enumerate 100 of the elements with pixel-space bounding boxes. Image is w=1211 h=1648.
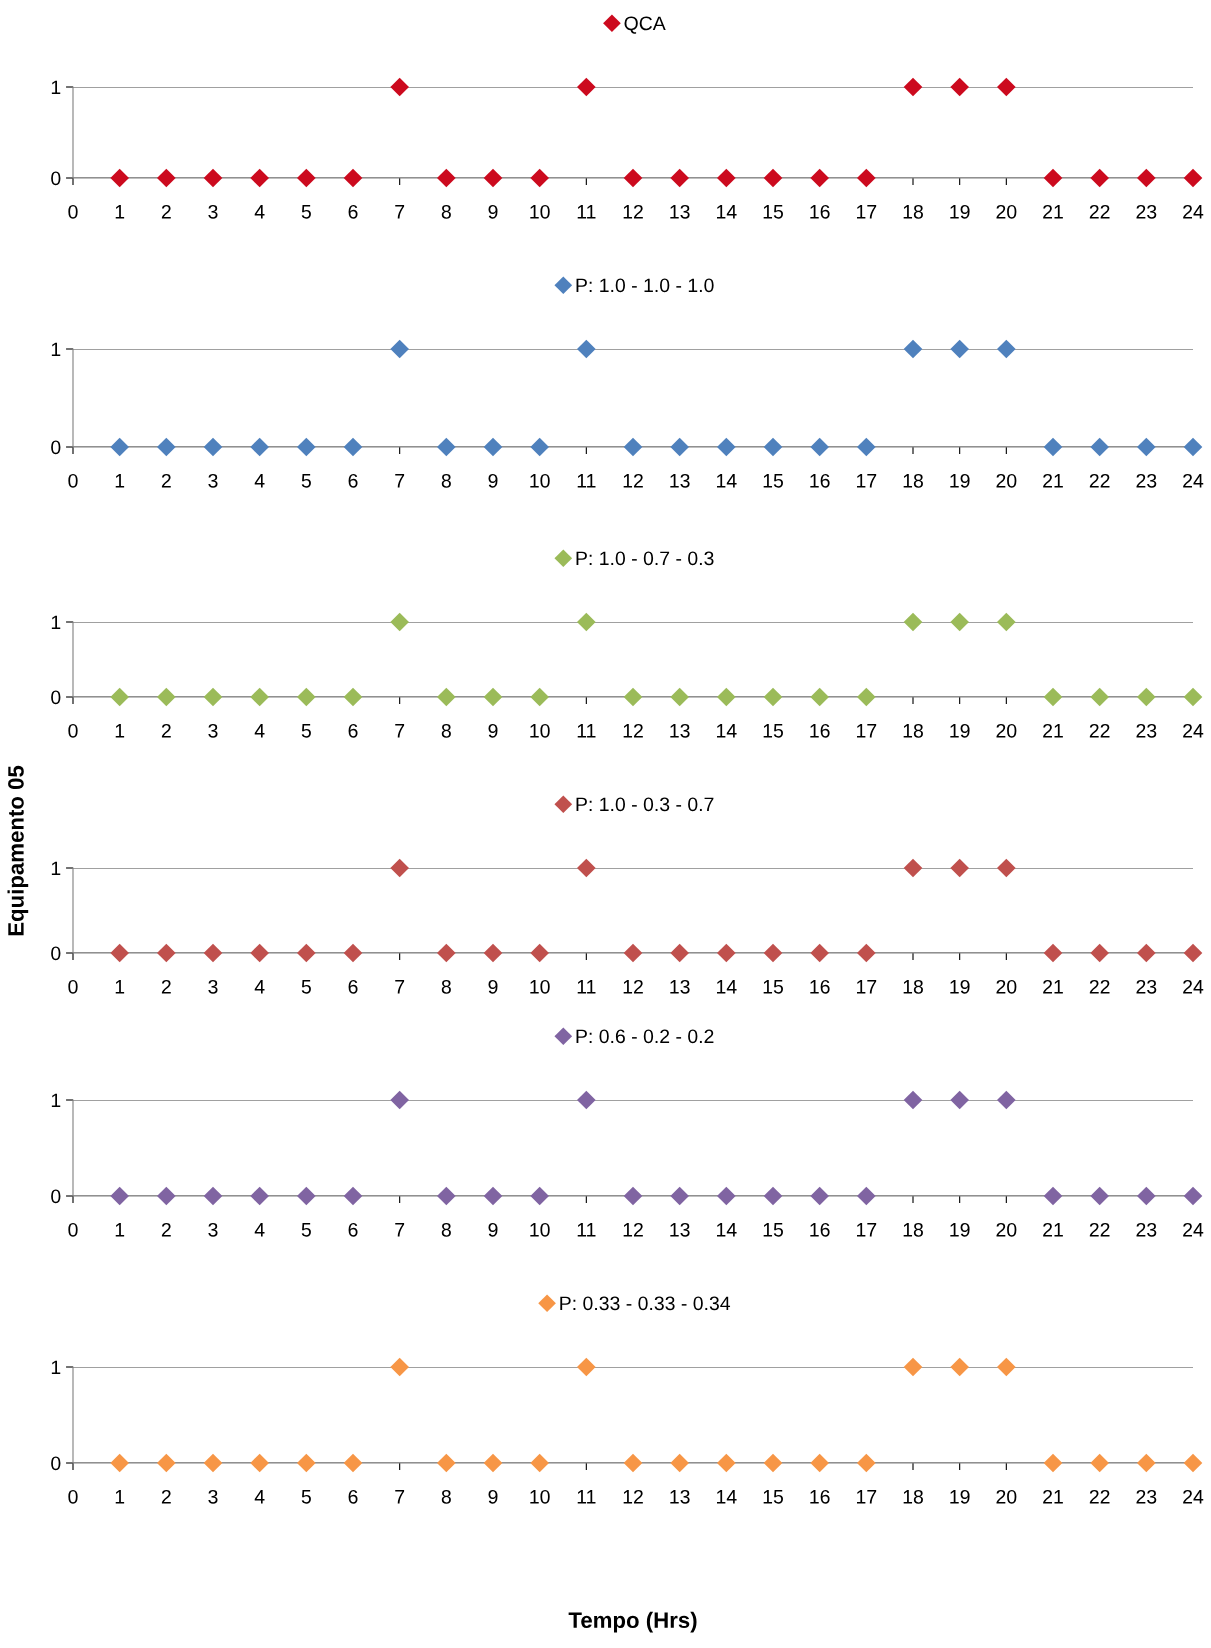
x-tick-label: 3 <box>208 473 218 488</box>
x-tick-label: 15 <box>763 474 783 488</box>
x-tick-label: 10 <box>530 1489 550 1504</box>
x-tick-label: 13 <box>670 473 690 488</box>
x-tick-label: 8 <box>441 1222 451 1237</box>
x-tick-label: 2 <box>161 473 171 488</box>
x-tick-label: 8 <box>441 979 451 994</box>
x-tick-label: 5 <box>301 1490 311 1504</box>
x-tick-label: 16 <box>810 979 830 994</box>
x-tick-label: 12 <box>623 1222 643 1237</box>
x-tick-label: 8 <box>441 1489 451 1504</box>
x-tick-label: 20 <box>996 1489 1017 1504</box>
x-tick-label: 9 <box>488 723 498 738</box>
x-tick-label: 17 <box>857 474 877 488</box>
legend-label: P: 0.33 - 0.33 - 0.34 <box>560 1296 731 1311</box>
x-tick-label: 3 <box>208 979 218 994</box>
y-tick-label: 1 <box>51 342 61 357</box>
x-tick-label: 13 <box>670 1222 690 1237</box>
x-tick-label: 6 <box>348 473 358 488</box>
x-tick-label: 12 <box>623 979 643 994</box>
x-tick-label: 3 <box>208 723 218 738</box>
x-tick-label: 12 <box>623 473 643 488</box>
x-tick-label: 4 <box>254 980 265 994</box>
y-tick-label: 0 <box>51 1189 61 1204</box>
x-tick-label: 6 <box>348 723 358 738</box>
x-tick-label: 15 <box>763 980 783 994</box>
x-tick-label: 3 <box>208 204 218 219</box>
x-tick-label: 0 <box>68 1489 78 1504</box>
x-tick-label: 4 <box>254 205 265 219</box>
x-tick-label: 2 <box>161 979 171 994</box>
x-tick-label: 1 <box>115 980 125 994</box>
x-tick-label: 5 <box>301 724 311 738</box>
x-tick-label: 22 <box>1089 204 1110 219</box>
x-tick-label: 11 <box>577 1490 596 1504</box>
x-tick-label: 10 <box>530 723 550 738</box>
x-tick-label: 22 <box>1089 1489 1110 1504</box>
x-tick-label: 11 <box>577 1223 596 1237</box>
x-tick-label: 18 <box>903 1489 923 1504</box>
x-tick-label: 10 <box>530 979 550 994</box>
x-tick-label: 21 <box>1043 473 1063 488</box>
x-tick-label: 4 <box>254 1490 265 1504</box>
x-tick-label: 7 <box>395 474 405 488</box>
x-tick-label: 15 <box>763 1490 783 1504</box>
x-tick-label: 22 <box>1089 473 1110 488</box>
legend-label: P: 1.0 - 0.3 - 0.7 <box>576 797 714 812</box>
x-tick-label: 11 <box>577 205 596 219</box>
legend-label: P: 0.6 - 0.2 - 0.2 <box>576 1029 714 1044</box>
x-tick-label: 13 <box>670 1489 690 1504</box>
x-tick-label: 4 <box>254 724 265 738</box>
x-tick-label: 20 <box>996 473 1017 488</box>
x-tick-label: 19 <box>950 473 970 488</box>
legend-label: P: 1.0 - 1.0 - 1.0 <box>576 278 714 293</box>
x-tick-label: 17 <box>857 980 877 994</box>
x-tick-label: 10 <box>530 473 550 488</box>
x-tick-label: 23 <box>1136 1222 1157 1237</box>
x-tick-label: 9 <box>488 1489 498 1504</box>
x-tick-label: 12 <box>623 723 643 738</box>
x-tick-label: 19 <box>950 979 970 994</box>
x-tick-label: 15 <box>763 1223 783 1237</box>
x-tick-label: 22 <box>1089 979 1110 994</box>
legend-label: P: 1.0 - 0.7 - 0.3 <box>576 551 714 566</box>
x-axis-title: Tempo (Hrs) <box>568 1611 697 1633</box>
x-tick-label: 8 <box>441 473 451 488</box>
x-tick-label: 24 <box>1183 473 1204 488</box>
x-tick-label: 1 <box>115 205 125 219</box>
x-tick-label: 17 <box>857 205 877 219</box>
x-tick-label: 24 <box>1183 204 1204 219</box>
y-tick-label: 0 <box>51 690 61 705</box>
x-tick-label: 20 <box>996 204 1017 219</box>
x-tick-label: 19 <box>950 1489 970 1504</box>
x-tick-label: 5 <box>301 205 311 219</box>
x-tick-label: 14 <box>717 1223 737 1237</box>
x-tick-label: 10 <box>530 204 550 219</box>
x-tick-label: 21 <box>1043 1222 1063 1237</box>
x-tick-label: 7 <box>395 724 405 738</box>
x-tick-label: 5 <box>301 474 311 488</box>
legend-label: QCA <box>624 16 666 34</box>
x-tick-label: 1 <box>115 1223 125 1237</box>
x-tick-label: 1 <box>115 1490 125 1504</box>
x-tick-label: 13 <box>670 723 690 738</box>
x-tick-label: 0 <box>68 473 78 488</box>
x-tick-label: 23 <box>1136 723 1157 738</box>
x-tick-label: 7 <box>395 1223 405 1237</box>
x-tick-label: 2 <box>161 1222 171 1237</box>
x-tick-label: 8 <box>441 204 451 219</box>
x-tick-label: 14 <box>717 1490 737 1504</box>
x-tick-label: 24 <box>1183 1489 1204 1504</box>
x-tick-label: 17 <box>857 1490 877 1504</box>
x-tick-label: 9 <box>488 1222 498 1237</box>
x-tick-label: 21 <box>1043 1489 1063 1504</box>
x-tick-label: 24 <box>1183 723 1204 738</box>
x-tick-label: 11 <box>577 474 596 488</box>
y-tick-label: 1 <box>51 615 61 630</box>
x-tick-label: 10 <box>530 1222 550 1237</box>
x-tick-label: 5 <box>301 980 311 994</box>
x-tick-label: 22 <box>1089 723 1110 738</box>
x-tick-label: 14 <box>717 980 737 994</box>
x-tick-label: 9 <box>488 979 498 994</box>
x-tick-label: 23 <box>1136 979 1157 994</box>
x-tick-label: 16 <box>810 1489 830 1504</box>
